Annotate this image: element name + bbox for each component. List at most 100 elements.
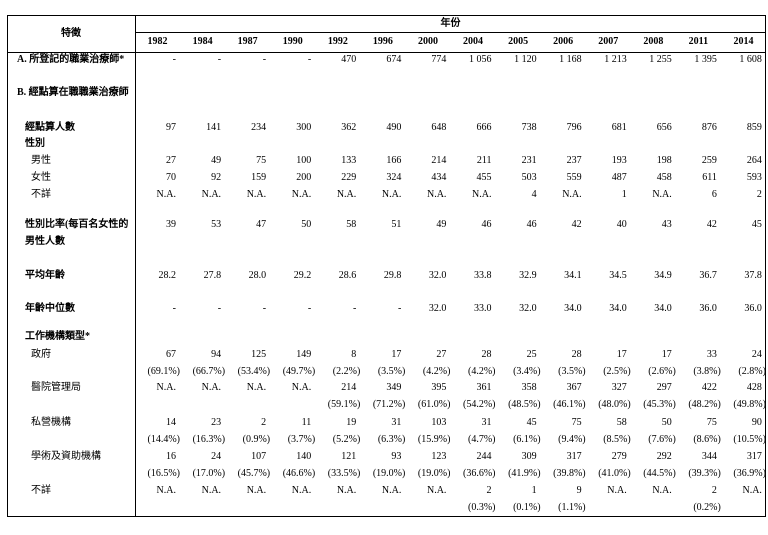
cell-value: 17 — [391, 349, 402, 360]
cell-value: 32.0 — [428, 270, 447, 281]
cell-value: 6 — [711, 189, 717, 200]
cell-value: 34.0 — [654, 303, 672, 314]
cell-value: 133 — [341, 155, 357, 166]
border-left — [7, 15, 8, 517]
header-divider — [135, 32, 766, 33]
cell-value: - — [307, 54, 312, 65]
year-header: 1982 — [147, 36, 168, 47]
cell-value: 876 — [701, 122, 717, 133]
cell-value: 25 — [526, 349, 537, 360]
cell-percent: (8.5%) — [603, 434, 631, 445]
column-divider — [135, 15, 136, 517]
cell-percent: (4.2%) — [468, 366, 496, 377]
cell-percent: (54.2%) — [463, 399, 496, 410]
row-label: 不詳 — [31, 485, 51, 496]
cell-value: - — [172, 54, 176, 65]
cell-value: 23 — [211, 417, 222, 428]
year-header: 2006 — [553, 36, 574, 47]
cell-value: N.A. — [291, 189, 312, 200]
cell-value: - — [307, 303, 312, 314]
cell-value: N.A. — [201, 189, 222, 200]
cell-value: 29.2 — [293, 270, 312, 281]
cell-value: 45 — [751, 219, 762, 230]
cell-percent: (3.5%) — [558, 366, 586, 377]
cell-percent: (44.5%) — [643, 468, 676, 479]
cell-value: 32.0 — [519, 303, 537, 314]
year-header: 2005 — [508, 36, 529, 47]
row-label: 性別比率(每百名女性的 — [25, 219, 129, 230]
cell-percent: (8.6%) — [693, 434, 721, 445]
cell-value: 193 — [611, 155, 627, 166]
cell-value: - — [217, 303, 222, 314]
cell-value: 32.9 — [519, 270, 537, 281]
cell-value: N.A. — [381, 485, 402, 496]
cell-value: 141 — [206, 122, 222, 133]
cell-value: N.A. — [246, 382, 267, 393]
cell-value: N.A. — [201, 382, 222, 393]
cell-value: 292 — [656, 451, 672, 462]
cell-value: 200 — [296, 172, 312, 183]
cell-value: 796 — [566, 122, 582, 133]
cell-value: 50 — [301, 219, 312, 230]
cell-value: - — [352, 303, 357, 314]
cell-value: N.A. — [381, 189, 402, 200]
cell-value: 140 — [296, 451, 312, 462]
cell-percent: (49.8%) — [733, 399, 766, 410]
cell-value: 358 — [521, 382, 537, 393]
cell-percent: (0.2%) — [693, 502, 721, 513]
cell-value: 428 — [746, 382, 762, 393]
cell-value: 14 — [166, 417, 176, 428]
cell-value: 33 — [706, 349, 717, 360]
cell-value: 1 120 — [514, 54, 537, 65]
cell-value: 58 — [346, 219, 357, 230]
cell-value: 34.0 — [564, 303, 582, 314]
row-label: 女性 — [31, 172, 51, 183]
cell-value: 24 — [211, 451, 222, 462]
cell-value: 297 — [656, 382, 672, 393]
cell-percent: (4.2%) — [422, 366, 451, 377]
cell-value: N.A. — [291, 485, 312, 496]
cell-value: N.A. — [246, 485, 267, 496]
cell-value: 362 — [341, 122, 357, 133]
cell-value: 28.0 — [248, 270, 267, 281]
cell-percent: (16.3%) — [192, 434, 226, 445]
cell-value: 149 — [296, 349, 312, 360]
cell-value: 36.0 — [744, 303, 762, 314]
cell-value: 1 395 — [694, 54, 717, 65]
cell-value: 264 — [746, 155, 762, 166]
cell-percent: (0.1%) — [513, 502, 541, 513]
cell-value: 231 — [521, 155, 537, 166]
cell-value: N.A. — [562, 189, 582, 200]
cell-value: 34.5 — [609, 270, 627, 281]
cell-percent: (53.4%) — [237, 366, 271, 377]
cell-value: N.A. — [336, 189, 357, 200]
row-label: B. 經點算在職職業治療師 — [17, 87, 129, 98]
cell-value: - — [262, 54, 267, 65]
cell-percent: (0.3%) — [468, 502, 496, 513]
row-label: 男性人數 — [25, 236, 65, 247]
cell-value: 24 — [751, 349, 762, 360]
cell-value: 50 — [661, 417, 672, 428]
cell-value: 1 213 — [604, 54, 627, 65]
cell-value: 324 — [386, 172, 402, 183]
cell-value: N.A. — [426, 485, 447, 496]
cell-value: 28 — [571, 349, 582, 360]
cell-value: N.A. — [156, 382, 176, 393]
cell-value: 40 — [616, 219, 627, 230]
cell-value: 11 — [301, 417, 312, 428]
row-label: 平均年齡 — [25, 270, 65, 281]
cell-value: 43 — [661, 219, 672, 230]
row-label: 年齡中位數 — [25, 303, 75, 314]
cell-percent: (10.5%) — [733, 434, 766, 445]
cell-value: 49 — [211, 155, 222, 166]
cell-value: 470 — [341, 54, 357, 65]
cell-value: 244 — [476, 451, 492, 462]
cell-value: 1 056 — [469, 54, 492, 65]
cell-value: 234 — [251, 122, 267, 133]
cell-value: 317 — [566, 451, 582, 462]
cell-percent: (1.1%) — [558, 502, 586, 513]
year-header: 1984 — [192, 36, 213, 47]
cell-value: 100 — [296, 155, 312, 166]
cell-value: 123 — [431, 451, 447, 462]
